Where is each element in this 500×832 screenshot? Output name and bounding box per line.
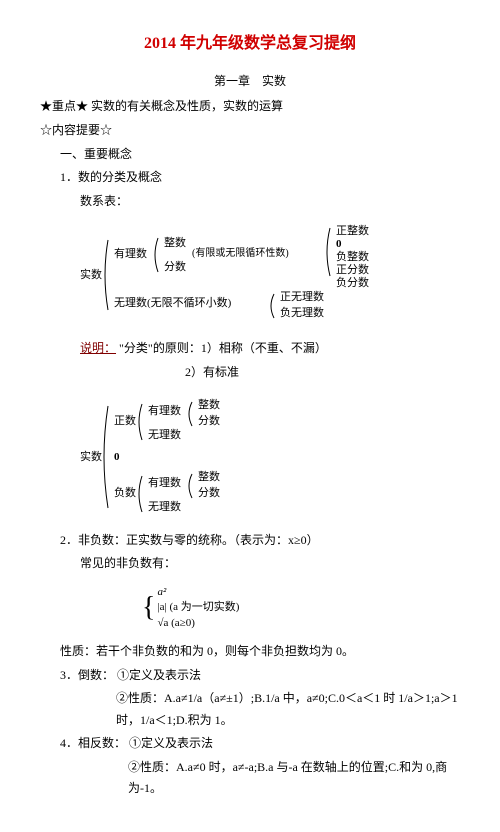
non-negative-formula: { a² |a| (a 为一切实数) √a (a≥0) [140,585,460,631]
note-text-2: 2）有标准 [40,362,460,384]
content-label: ☆内容提要☆ [40,120,460,142]
item-2-sub: 常见的非负数有： [40,553,460,575]
d1-pos-irr: 正无理数 [280,290,324,303]
item-3-label: 3．倒数： [60,668,114,682]
formula-abs-a: |a| [157,601,166,613]
d1-irrational: 无理数(无限不循环小数) [114,296,232,309]
item-4-label: 4．相反数： [60,736,126,750]
item-4-a: ①定义及表示法 [129,736,213,750]
d1-neg-irr: 负无理数 [280,305,324,319]
d2-neg-rational: 有理数 [148,475,181,489]
item-1-sub: 数系表： [40,191,460,213]
d1-neg-frac: 负分数 [336,275,369,289]
chapter-heading: 第一章 实数 [40,71,460,93]
item-3-b: ②性质：A.a≠1/a（a≠±1）;B.1/a 中，a≠0;C.0＜a＜1 时 … [40,688,460,731]
page-title: 2014 年九年级数学总复习提纲 [40,30,460,59]
d1-fraction: 分数 [164,260,186,273]
note-prefix: 说明： [80,341,116,355]
classification-diagram-1: 实数 有理数 整数 (有限或无限循环性数) 分数 正整数 0 负整数 正分数 负… [80,220,460,330]
d1-root: 实数 [80,267,102,281]
formula-mid-note: (a 为一切实数) [170,601,240,613]
note-text-1: "分类"的原则：1）相称（不重、不漏） [119,341,327,355]
focus-line: ★重点★ 实数的有关概念及性质，实数的运算 [40,96,460,118]
d2-neg: 负数 [114,485,136,499]
classification-note: 说明： "分类"的原则：1）相称（不重、不漏） [40,338,460,360]
d2-neg-integer: 整数 [198,469,220,483]
d1-integer: 整数 [164,235,186,249]
d2-pos: 正数 [114,414,136,427]
item-3: 3．倒数： ①定义及表示法 [40,665,460,687]
d1-int-note: (有限或无限循环性数) [192,246,289,259]
d2-pos-rational: 有理数 [148,403,181,417]
d2-pos-integer: 整数 [198,397,220,411]
property-text: 性质：若干个非负数的和为 0，则每个非负担数均为 0。 [40,641,460,663]
d1-rational: 有理数 [114,246,147,260]
d1-neg-int: 负整数 [336,249,369,263]
item-1: 1．数的分类及概念 [40,167,460,189]
formula-a-squared: a² [157,586,166,598]
focus-label: ★重点★ [40,99,88,113]
d2-root: 实数 [80,449,102,463]
d1-pos-int: 正整数 [336,223,369,237]
item-2: 2．非负数：正实数与零的统称。（表示为：x≥0） [40,530,460,552]
d2-pos-fraction: 分数 [198,414,220,427]
d2-neg-irrational: 无理数 [148,500,181,513]
item-3-a: ①定义及表示法 [117,668,201,682]
d2-zero: 0 [114,451,120,463]
formula-sqrt-a: √a [157,617,168,629]
d2-pos-irrational: 无理数 [148,428,181,441]
classification-diagram-2: 实数 正数 0 负数 有理数 无理数 整数 分数 有理数 无理数 整数 分数 [80,392,460,522]
section-1: 一、重要概念 [40,144,460,166]
formula-bot-note: (a≥0) [171,617,195,629]
d1-pos-frac: 正分数 [336,263,369,276]
left-brace-icon: { [142,594,155,622]
d1-zero: 0 [336,238,342,250]
focus-text: 实数的有关概念及性质，实数的运算 [91,99,283,113]
d2-neg-fraction: 分数 [198,486,220,499]
item-4-b: ②性质：A.a≠0 时，a≠-a;B.a 与-a 在数轴上的位置;C.和为 0,… [40,757,460,800]
item-4: 4．相反数： ①定义及表示法 [40,733,460,755]
